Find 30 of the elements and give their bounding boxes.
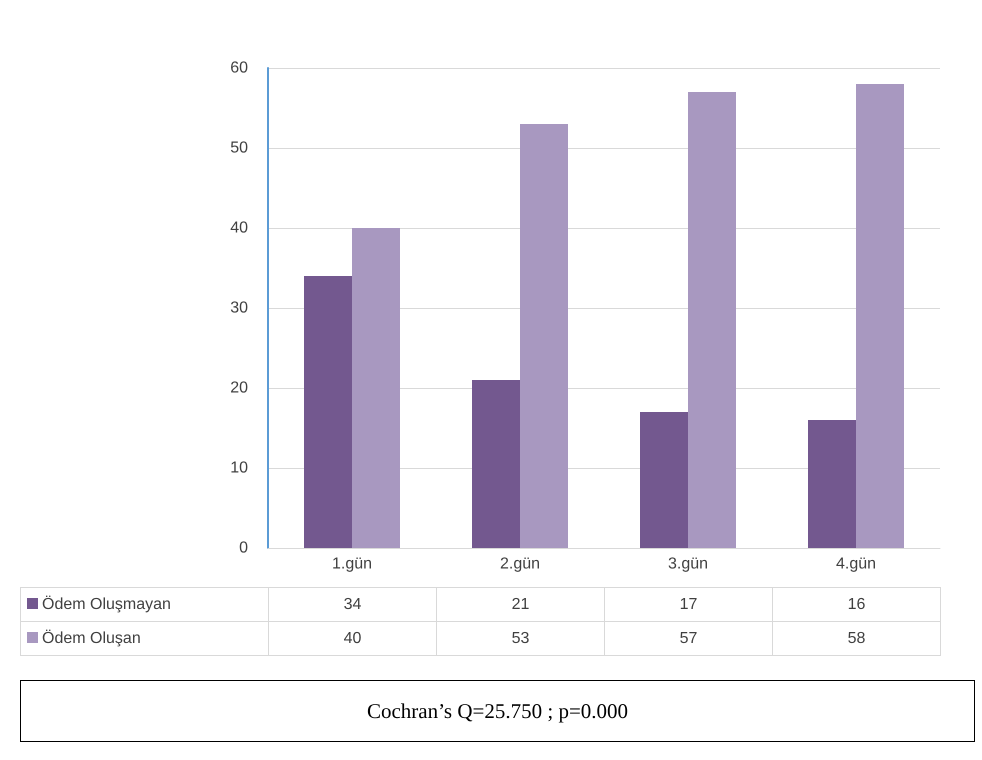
x-tick-label: 4.gün <box>836 556 876 572</box>
text: Cochran’s Q=25.750 ; p=0.000 <box>366 698 628 724</box>
legend-label: Ödem Oluşan <box>20 622 268 656</box>
x-tick-label: 3.gün <box>668 556 708 572</box>
legend-label: Ödem Oluşmayan <box>20 588 268 622</box>
bar <box>856 84 904 548</box>
data-label: 58 <box>772 622 940 656</box>
y-tick-label: 10 <box>230 460 248 476</box>
bar <box>808 420 856 548</box>
bar <box>472 380 520 548</box>
data-label: 53 <box>436 622 604 656</box>
data-label: 21 <box>436 588 604 622</box>
y-tick-label: 50 <box>230 140 248 156</box>
y-tick-label: 30 <box>230 300 248 316</box>
bar <box>352 228 400 548</box>
data-label: 40 <box>268 622 436 656</box>
x-tick-label: 2.gün <box>500 556 540 572</box>
data-label: 34 <box>268 588 436 622</box>
y-tick-label: 60 <box>230 60 248 76</box>
bar <box>304 276 352 548</box>
y-tick-label: 20 <box>230 380 248 396</box>
y-tick-label: 0 <box>239 540 248 556</box>
bar <box>520 124 568 548</box>
y-tick-label: 40 <box>230 220 248 236</box>
data-label: 16 <box>772 588 940 622</box>
data-label: 57 <box>604 622 772 656</box>
bar <box>688 92 736 548</box>
bar <box>640 412 688 548</box>
x-tick-label: 1.gün <box>332 556 372 572</box>
data-label: 17 <box>604 588 772 622</box>
